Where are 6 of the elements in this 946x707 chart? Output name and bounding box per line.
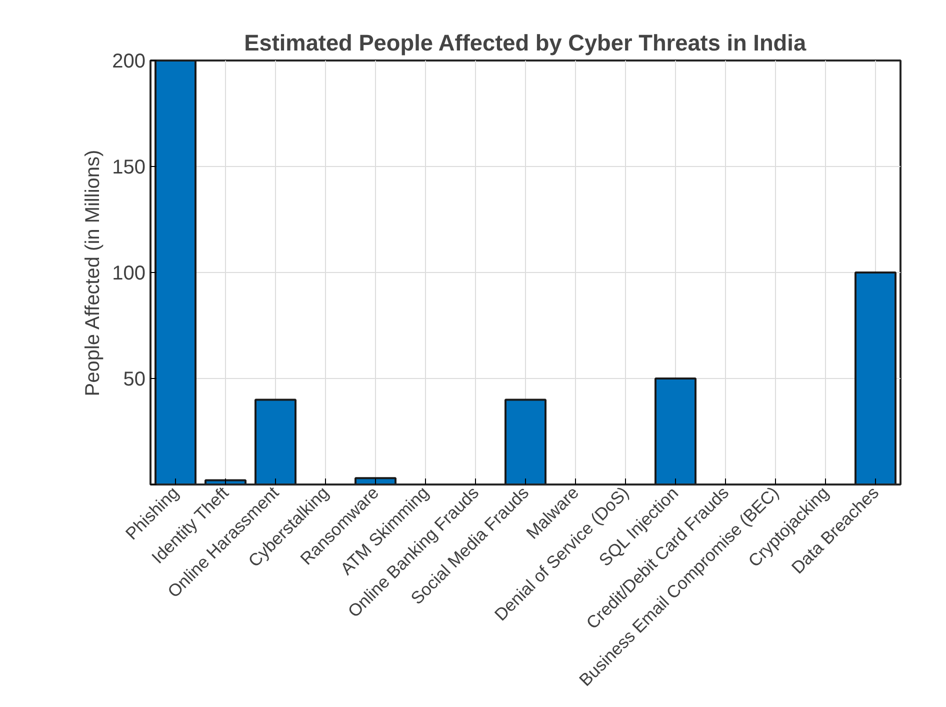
chart-title: Estimated People Affected by Cyber Threats in India <box>244 30 806 56</box>
y-axis-title: People Affected (in Millions) <box>82 150 104 396</box>
y-tick-label: 150 <box>112 156 146 178</box>
y-tick-label: 100 <box>112 262 146 284</box>
y-tick-label: 50 <box>123 368 146 390</box>
y-tick-label: 200 <box>112 50 146 72</box>
